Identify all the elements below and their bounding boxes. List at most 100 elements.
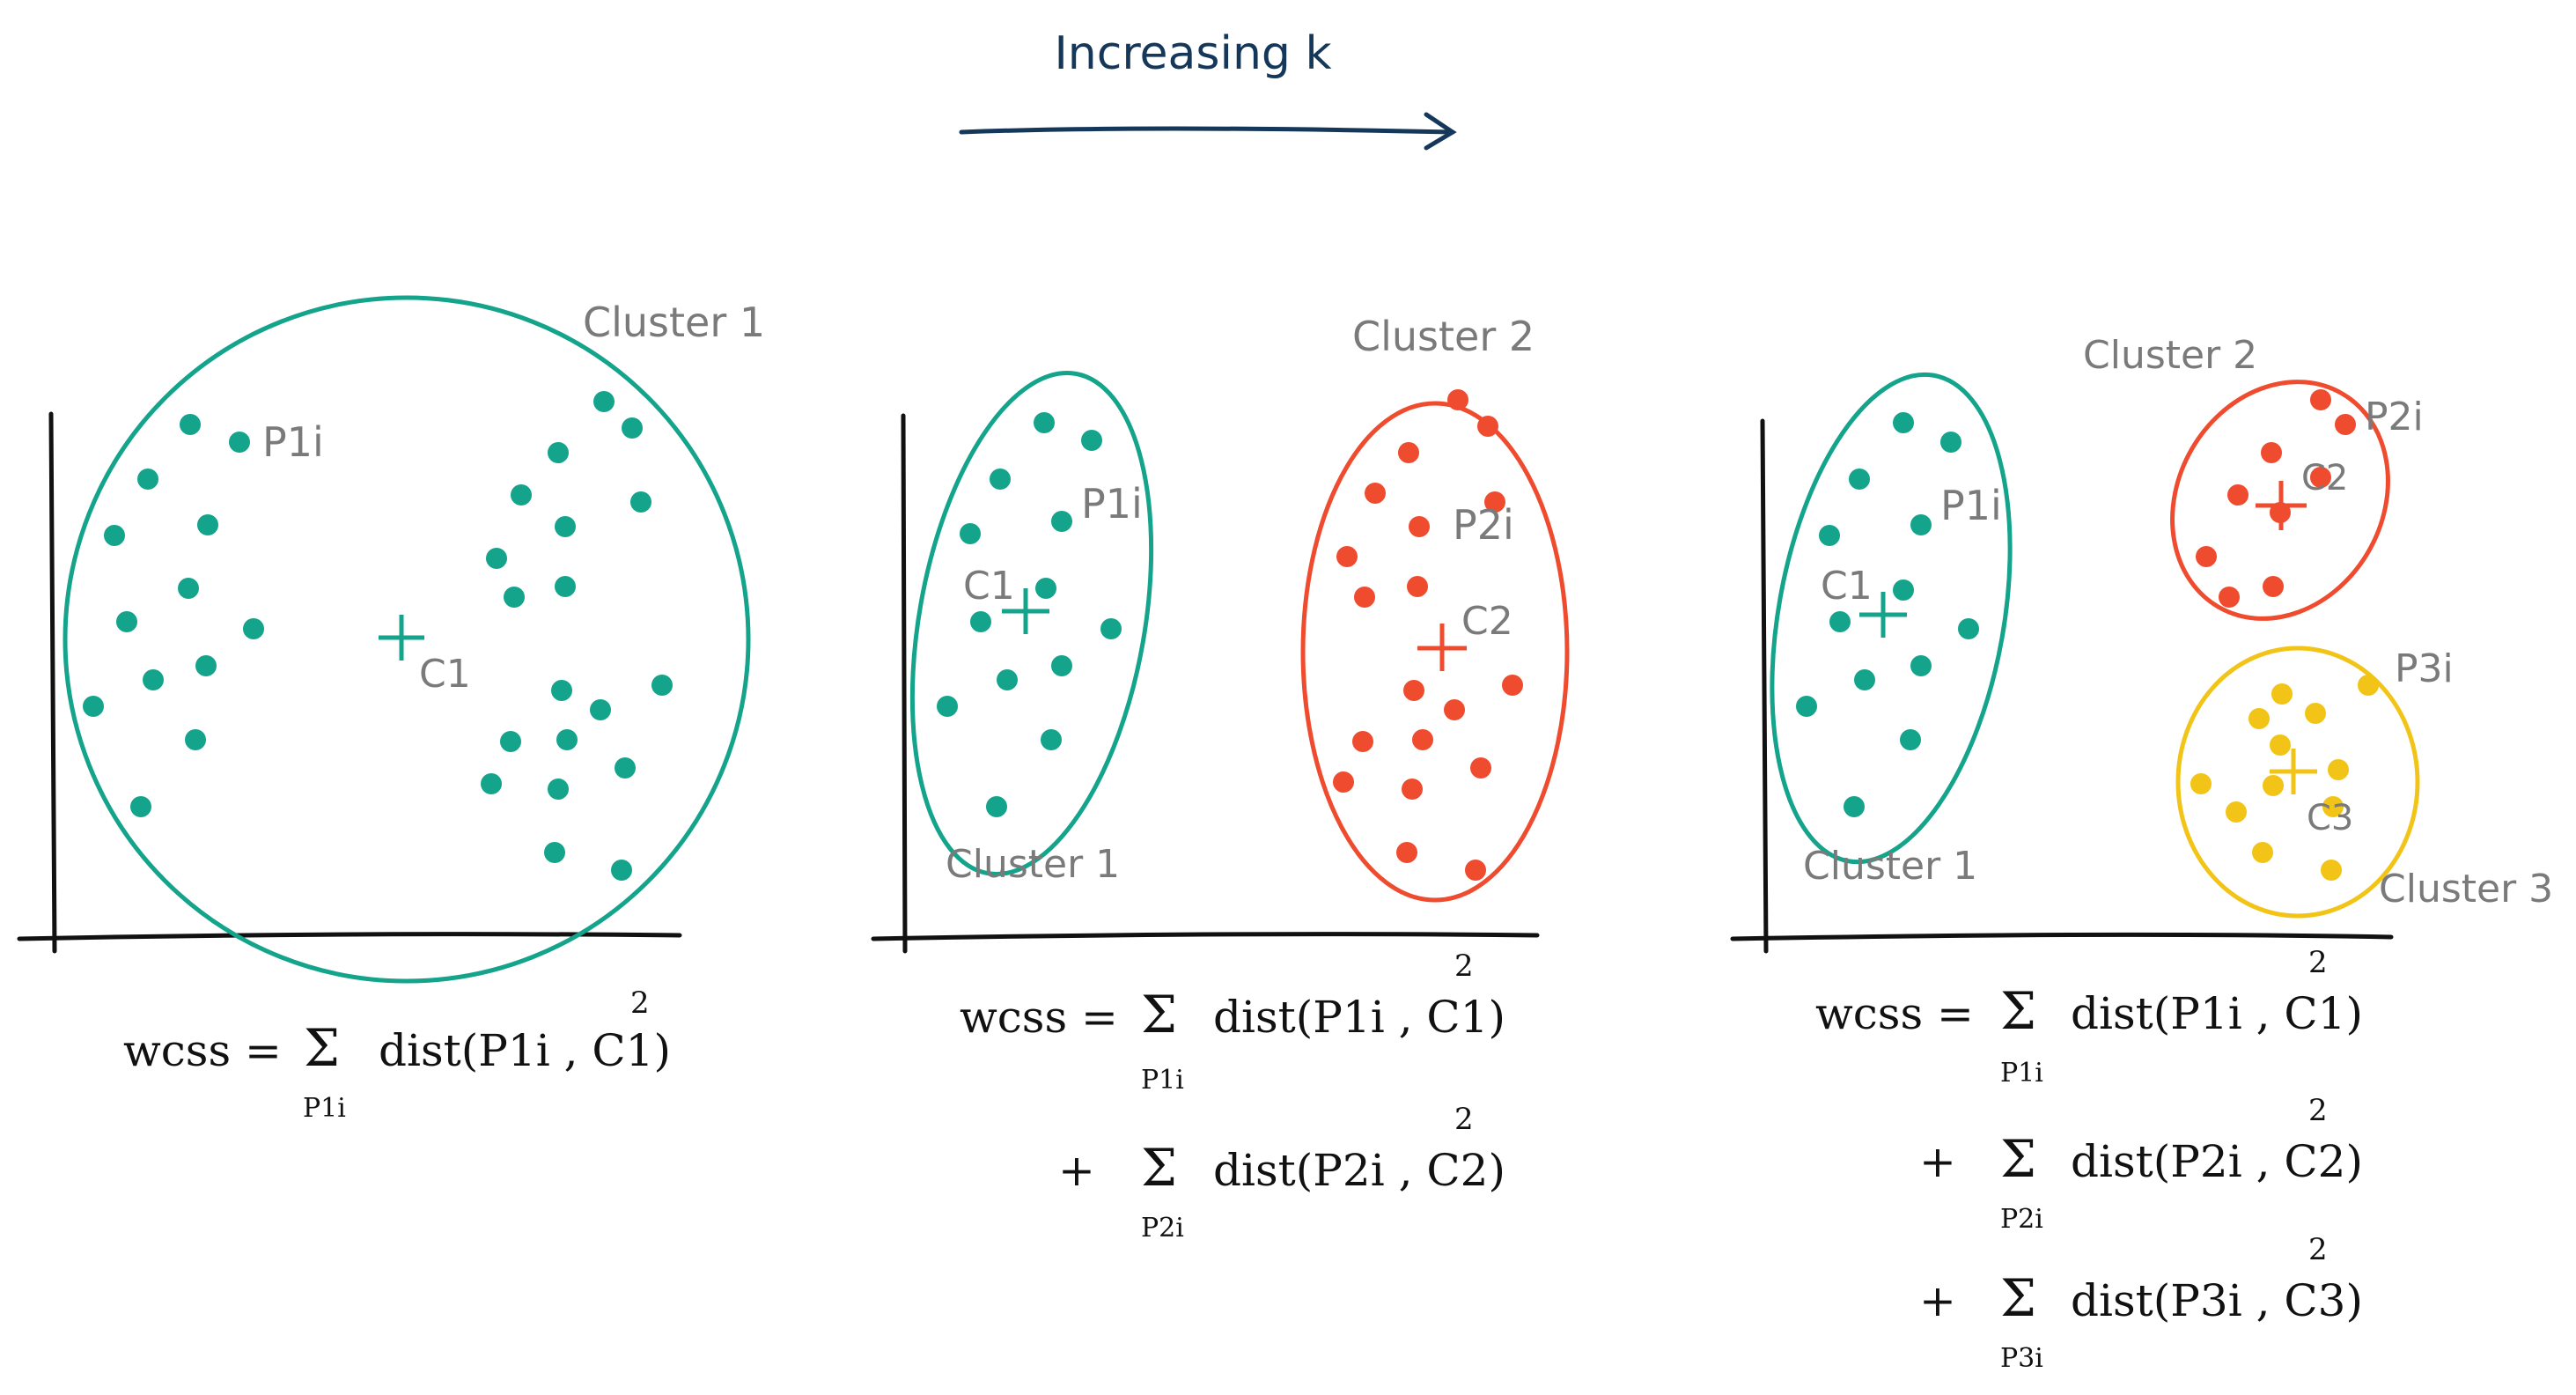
data-point: [486, 548, 507, 569]
cluster-label-1: Cluster 1: [946, 842, 1120, 887]
point-label-p1i: P1i: [1081, 480, 1143, 528]
sum-subscript: P1i: [1141, 1065, 1184, 1096]
data-point: [1470, 757, 1491, 779]
sum-subscript: P1i: [303, 1093, 346, 1124]
formula-exponent: 2: [2308, 1232, 2328, 1267]
data-point: [2328, 759, 2349, 780]
data-point: [1893, 579, 1914, 601]
data-point: [1447, 389, 1468, 410]
data-point: [1396, 842, 1417, 863]
data-point: [544, 842, 565, 863]
cluster-boundary-1: [1770, 372, 2013, 865]
data-point: [555, 576, 576, 597]
data-point: [593, 391, 615, 412]
data-point: [178, 578, 199, 599]
data-point: [1354, 587, 1375, 608]
formula-exponent: 2: [2308, 1093, 2328, 1128]
formula-term: dist(P1i , C1): [379, 1025, 671, 1076]
data-point: [1409, 516, 1430, 537]
formula-exponent: 2: [2308, 945, 2328, 980]
data-point: [611, 860, 632, 881]
data-point: [1900, 729, 1921, 750]
data-point: [137, 469, 158, 490]
data-point: [1484, 491, 1505, 513]
data-point: [2196, 546, 2217, 567]
data-point: [2335, 414, 2356, 435]
data-point: [1398, 442, 1419, 463]
data-point: [615, 757, 636, 779]
data-point: [622, 417, 643, 439]
data-point: [1796, 696, 1817, 717]
formula-term: dist(P2i , C2): [2071, 1136, 2363, 1187]
cluster-boundary-2: [1300, 401, 1570, 903]
data-point: [511, 484, 532, 506]
panel-k2: Cluster 1 Cluster 2 P1i P2i C1 C2 wcss =…: [871, 313, 1570, 1244]
data-point: [548, 442, 569, 463]
axes: [17, 411, 682, 954]
cluster-label-1: Cluster 1: [1803, 844, 1977, 889]
wcss-formula: wcss = Σ P1i dist(P1i , C1) 2 + Σ P2i di…: [960, 948, 1505, 1244]
data-point: [2310, 389, 2331, 410]
data-point: [1403, 680, 1424, 701]
data-point: [481, 773, 502, 794]
data-point: [83, 696, 104, 717]
data-point: [1958, 618, 1979, 639]
centroid-marker-c3: [2270, 749, 2317, 794]
data-point: [986, 796, 1007, 817]
data-point: [1829, 611, 1851, 632]
data-point: [2227, 484, 2248, 506]
sum-symbol: Σ: [1141, 1138, 1177, 1198]
axes: [1730, 418, 2394, 954]
data-point: [130, 796, 151, 817]
centroid-label-c3: C3: [2307, 798, 2353, 838]
cluster-points-1: [83, 391, 673, 881]
centroid-marker-c1: [379, 615, 424, 661]
cluster-label-3: Cluster 3: [2379, 867, 2553, 912]
data-point: [1081, 430, 1102, 451]
data-point: [1849, 469, 1870, 490]
formula-lhs: wcss =: [1815, 988, 1974, 1039]
increasing-k-title: Increasing k: [1054, 27, 1331, 80]
data-point: [1352, 731, 1373, 752]
formula-lhs: wcss =: [123, 1025, 282, 1076]
data-point: [1034, 412, 1055, 433]
data-point: [1502, 675, 1523, 696]
data-point: [500, 731, 521, 752]
data-point: [1412, 729, 1433, 750]
data-point: [990, 469, 1011, 490]
data-point: [937, 696, 958, 717]
data-point: [229, 432, 250, 453]
point-label-p2i: P2i: [1453, 501, 1514, 549]
data-point: [2190, 773, 2212, 794]
data-point: [197, 514, 218, 535]
cluster-points-2: [1333, 389, 1523, 881]
data-point: [2305, 703, 2326, 724]
cluster-label-2: Cluster 2: [1352, 313, 1535, 360]
data-point: [2219, 587, 2240, 608]
data-point: [1893, 412, 1914, 433]
data-point: [590, 699, 611, 720]
data-point: [116, 611, 137, 632]
wcss-formula: wcss = Σ P1i dist(P1i , C1) 2: [123, 985, 671, 1124]
formula-plus: +: [1919, 1275, 1956, 1326]
data-point: [1035, 578, 1056, 599]
data-point: [1051, 655, 1072, 676]
data-point: [2261, 442, 2282, 463]
panel-k3: Cluster 1 Cluster 2 Cluster 3 P1i P2i P3…: [1730, 333, 2553, 1374]
data-point: [1444, 699, 1465, 720]
formula-lhs: wcss =: [960, 992, 1118, 1043]
sum-symbol: Σ: [304, 1018, 340, 1078]
formula-exponent: 2: [1454, 1102, 1474, 1137]
data-point: [195, 655, 217, 676]
centroid-label-c1: C1: [963, 564, 1015, 609]
formula-term: dist(P3i , C3): [2071, 1275, 2363, 1326]
data-point: [1465, 860, 1486, 881]
data-point: [143, 669, 164, 690]
centroid-marker-c2: [1417, 624, 1467, 671]
panel-k1: Cluster 1 P1i C1 wcss = Σ P1i dist(P1i ,…: [17, 295, 765, 1124]
cluster-boundary-1: [909, 371, 1154, 876]
data-point: [651, 675, 673, 696]
data-point: [1910, 655, 1932, 676]
cluster-points-1: [937, 412, 1122, 817]
